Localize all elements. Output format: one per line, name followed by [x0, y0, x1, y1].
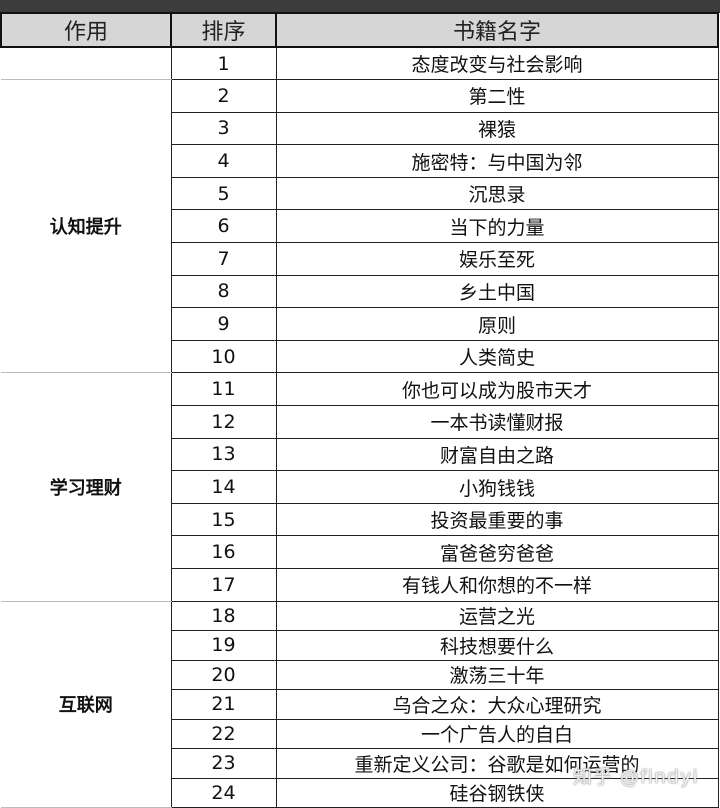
book-title-cell: 运营之光: [275, 600, 719, 632]
header-book-name: 书籍名字: [275, 12, 719, 48]
order-cell: 2: [170, 79, 277, 113]
order-cell: 14: [170, 470, 277, 504]
book-title-cell: 富爸爸穷爸爸: [275, 535, 719, 569]
order-cell: 3: [170, 111, 277, 146]
table-row: 互联网 18 运营之光: [1, 600, 719, 808]
table-row: 8 乡土中国: [1, 274, 719, 309]
book-title-cell: 科技想要什么: [275, 630, 719, 661]
order-cell: 16: [170, 535, 277, 569]
group-label: 互联网: [1, 600, 172, 808]
table-row: 3 裸猿: [1, 111, 719, 146]
group-label: [1, 46, 172, 81]
table-row: 1 态度改变与社会影响: [1, 46, 719, 81]
book-title-cell: 你也可以成为股市天才: [275, 372, 719, 407]
book-title-cell: 财富自由之路: [275, 437, 719, 472]
order-cell: 19: [170, 630, 277, 661]
order-cell: 10: [170, 339, 277, 374]
order-cell: 22: [170, 718, 277, 750]
order-cell: 12: [170, 405, 277, 439]
order-cell: 18: [170, 600, 277, 632]
watermark: 知乎 @findyi: [573, 766, 699, 788]
book-title-cell: 原则: [275, 307, 719, 341]
order-cell: 20: [170, 659, 277, 691]
table-row: 6 当下的力量: [1, 209, 719, 244]
book-title-cell: 当下的力量: [275, 209, 719, 244]
table-row: 20 激荡三十年: [1, 659, 719, 691]
book-title-cell: 第二性: [275, 79, 719, 113]
book-title-cell: 施密特：与中国为邻: [275, 144, 719, 178]
order-cell: 24: [170, 777, 277, 808]
order-cell: 8: [170, 274, 277, 309]
table-row: 15 投资最重要的事: [1, 502, 719, 537]
group-label: 学习理财: [1, 372, 172, 602]
table-row: 21 乌合之众：大众心理研究: [1, 689, 719, 720]
top-bar: [0, 0, 720, 13]
order-cell: 21: [170, 689, 277, 720]
book-title-cell: 一本书读懂财报: [275, 405, 719, 439]
table-row: 17 有钱人和你想的不一样: [1, 568, 719, 602]
book-title-cell: 乌合之众：大众心理研究: [275, 689, 719, 720]
table-row: 19 科技想要什么: [1, 630, 719, 661]
group-label: 认知提升: [1, 79, 172, 374]
order-cell: 6: [170, 209, 277, 244]
order-cell: 15: [170, 502, 277, 537]
book-title-cell: 人类简史: [275, 339, 719, 374]
order-cell: 4: [170, 144, 277, 178]
table-row: 24 硅谷钢铁侠: [1, 777, 719, 808]
order-cell: 5: [170, 176, 277, 211]
header-order: 排序: [170, 12, 277, 48]
order-cell: 17: [170, 568, 277, 602]
order-cell: 13: [170, 437, 277, 472]
book-title-cell: 硅谷钢铁侠: [275, 777, 719, 808]
book-title-cell: 娱乐至死: [275, 242, 719, 276]
header-purpose: 作用: [0, 12, 172, 48]
book-title-cell: 裸猿: [275, 111, 719, 146]
book-title-cell: 乡土中国: [275, 274, 719, 309]
table-row: 认知提升 2 第二性: [1, 79, 719, 374]
book-title-cell: 沉思录: [275, 176, 719, 211]
table-row: 10 人类简史: [1, 339, 719, 374]
order-cell: 7: [170, 242, 277, 276]
book-title-cell: 一个广告人的自白: [275, 718, 719, 750]
table-row: 4 施密特：与中国为邻: [1, 144, 719, 178]
book-title-cell: 有钱人和你想的不一样: [275, 568, 719, 602]
order-cell: 11: [170, 372, 277, 407]
order-cell: 1: [170, 46, 277, 81]
table-row: 22 一个广告人的自白: [1, 718, 719, 750]
table-row: 14 小狗钱钱: [1, 470, 719, 504]
book-table: 作用 排序 书籍名字 1 态度改变与社会影响 认知提升 2 第二性 3 裸猿 4 施密特：与中国…: [0, 12, 719, 808]
header-row: 作用 排序 书籍名字: [0, 12, 719, 48]
book-title-cell: 激荡三十年: [275, 659, 719, 691]
order-cell: 9: [170, 307, 277, 341]
book-title-cell: 小狗钱钱: [275, 470, 719, 504]
order-cell: 23: [170, 748, 277, 779]
table-row: 学习理财 11 你也可以成为股市天才: [1, 372, 719, 602]
book-title-cell: 态度改变与社会影响: [275, 46, 719, 81]
book-title-cell: 投资最重要的事: [275, 502, 719, 537]
table-row: 13 财富自由之路: [1, 437, 719, 472]
